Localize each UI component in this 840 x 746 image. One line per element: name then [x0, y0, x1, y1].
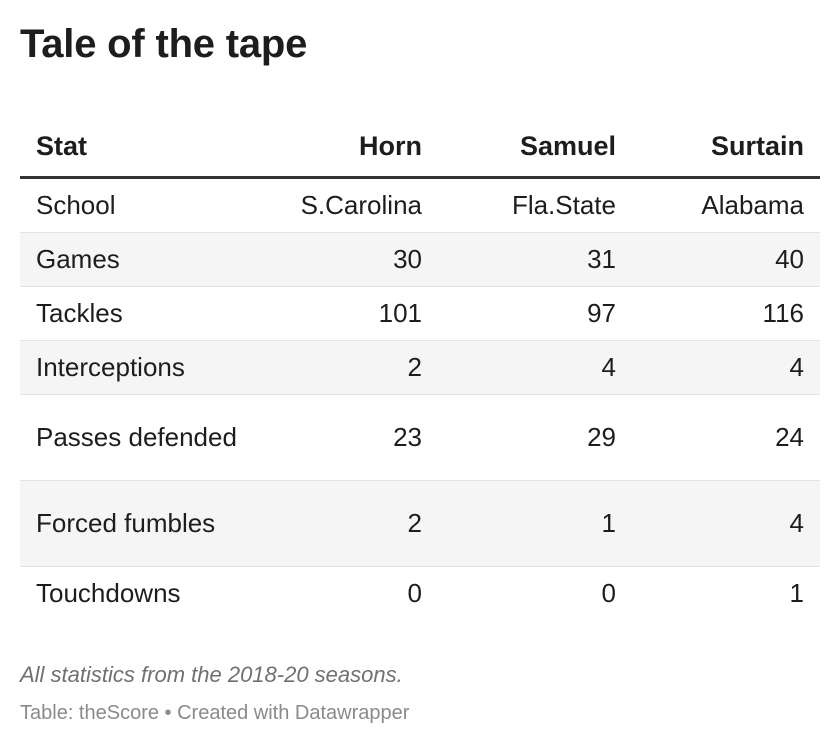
table-cell: Fla.State [438, 177, 632, 233]
column-header-samuel[interactable]: Samuel [438, 116, 632, 179]
stats-table: Stat Horn Samuel Surtain School S.Caroli… [20, 116, 820, 620]
column-header-surtain[interactable]: Surtain [632, 116, 820, 179]
table-cell: 40 [632, 232, 820, 287]
table-cell: 2 [244, 340, 438, 395]
table-cell: 2 [244, 480, 438, 567]
table-row: Touchdowns 0 0 1 [20, 567, 820, 621]
header-row: Stat Horn Samuel Surtain [20, 116, 820, 179]
table-cell: 29 [438, 394, 632, 481]
table-cell: 23 [244, 394, 438, 481]
column-header-horn[interactable]: Horn [244, 116, 438, 179]
footer-source: Table: theScore • Created with Datawrapp… [20, 702, 410, 724]
row-label: Games [20, 232, 244, 287]
table-row: Passes defended 23 29 24 [20, 394, 820, 481]
row-label: Passes defended [20, 394, 244, 481]
table-cell: 101 [244, 286, 438, 341]
table-cell: 30 [244, 232, 438, 287]
row-label: Forced fumbles [20, 480, 244, 567]
table-cell: 24 [632, 394, 820, 481]
table-cell: 97 [438, 286, 632, 341]
table-cell: Alabama [632, 177, 820, 233]
row-label: Tackles [20, 286, 244, 341]
table-row: Games 30 31 40 [20, 232, 820, 287]
table-cell: 4 [438, 340, 632, 395]
table-cell: 0 [601, 578, 616, 608]
row-label: Interceptions [20, 340, 244, 395]
row-label: Touchdowns [36, 578, 181, 608]
table-cell: 4 [632, 340, 820, 395]
table-row: School S.Carolina Fla.State Alabama [20, 177, 820, 233]
table-cell: 116 [632, 286, 820, 341]
table-cell: 0 [407, 578, 422, 608]
table-cell: S.Carolina [244, 177, 438, 233]
table-row: Tackles 101 97 116 [20, 286, 820, 341]
table-cell: 31 [438, 232, 632, 287]
chart-title: Tale of the tape [20, 22, 308, 66]
table-row: Interceptions 2 4 4 [20, 340, 820, 395]
table-cell: 1 [789, 578, 804, 608]
column-header-stat[interactable]: Stat [20, 116, 244, 179]
table-row: Forced fumbles 2 1 4 [20, 480, 820, 567]
table-cell: 4 [632, 480, 820, 567]
footer-notes: All statistics from the 2018-20 seasons. [20, 662, 403, 687]
table-cell: 1 [438, 480, 632, 567]
row-label: School [20, 177, 244, 233]
